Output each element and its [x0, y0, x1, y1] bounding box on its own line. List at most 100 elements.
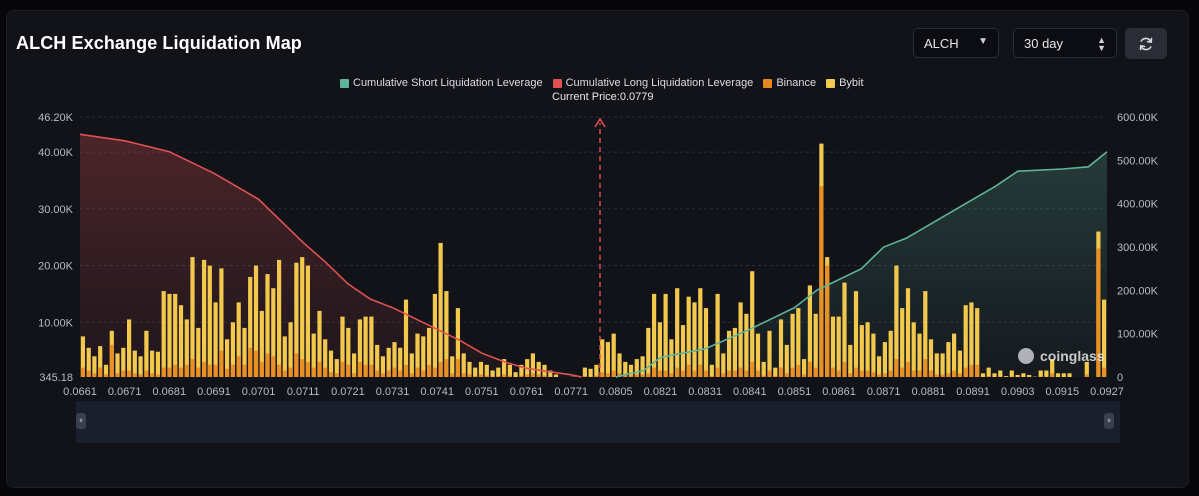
bybit-bar [669, 339, 674, 377]
x-tick-label: 0.0771 [554, 386, 588, 398]
bybit-bar [455, 308, 460, 377]
bybit-bar [877, 356, 882, 377]
legend-label: Cumulative Long Liquidation Leverage [565, 77, 754, 89]
binance-bar [248, 347, 253, 377]
bybit-bar [905, 288, 911, 377]
binance-bar [986, 376, 991, 377]
coinglass-watermark: coinglass [1018, 348, 1105, 364]
bybit-bar [657, 322, 662, 377]
x-tick-label: 0.0761 [510, 386, 544, 398]
x-tick-label: 0.0701 [242, 386, 276, 398]
bybit-bar [225, 339, 230, 377]
binance-bar [225, 368, 230, 377]
bybit-bar [796, 308, 801, 377]
binance-bar [634, 374, 639, 377]
binance-bar [680, 370, 686, 377]
bybit-bar [1044, 370, 1049, 377]
binance-bar [196, 367, 201, 377]
bybit-bar [432, 293, 437, 377]
binance-bar [473, 376, 478, 377]
bybit-bar [790, 313, 795, 377]
y-left-tick-label: 40.00K [38, 147, 74, 159]
bybit-bar [998, 370, 1003, 377]
binance-bar [905, 361, 911, 377]
x-tick-label: 0.0721 [331, 386, 365, 398]
bybit-bar [288, 322, 293, 377]
y-right-tick-label: 500.00K [1117, 155, 1159, 167]
bybit-bar [917, 333, 922, 377]
bybit-bar [975, 308, 980, 377]
binance-bar [294, 353, 299, 377]
x-tick-label: 0.0711 [287, 386, 320, 398]
legend-item-binance[interactable]: Binance [763, 77, 816, 89]
binance-bar [825, 265, 830, 377]
bybit-bar [553, 374, 559, 377]
binance-bar [675, 367, 680, 377]
x-tick-label: 0.0861 [822, 386, 856, 398]
chart-legend: Cumulative Short Liquidation Leverage Cu… [340, 77, 864, 89]
bybit-bar [1015, 375, 1020, 377]
bybit-bar [178, 305, 184, 377]
binance-bar [1096, 248, 1101, 377]
legend-item-bybit[interactable]: Bybit [826, 77, 864, 89]
y-right-tick-label: 300.00K [1117, 242, 1159, 254]
legend-item-short[interactable]: Cumulative Short Liquidation Leverage [340, 77, 543, 89]
x-tick-label: 0.0751 [465, 386, 499, 398]
bybit-bar [755, 333, 761, 377]
binance-bar [865, 370, 870, 377]
legend-item-long[interactable]: Cumulative Long Liquidation Leverage [552, 77, 754, 89]
bybit-bar [369, 316, 374, 377]
binance-bar [398, 370, 403, 377]
bybit-bar [294, 262, 299, 377]
bybit-bar [334, 359, 339, 377]
bybit-bar [300, 257, 305, 377]
binance-bar [202, 361, 207, 377]
legend-swatch [552, 78, 562, 88]
binance-bar [813, 367, 818, 377]
bybit-bar [282, 336, 287, 377]
bybit-bar [703, 308, 709, 377]
bybit-bar [271, 288, 276, 377]
bybit-bar [340, 316, 345, 377]
binance-bar [340, 361, 345, 377]
binance-bar [796, 364, 801, 377]
y-right-tick-label: 0 [1117, 372, 1123, 384]
bybit-bar [127, 319, 132, 377]
binance-bar [790, 367, 795, 377]
x-tick-label: 0.0821 [644, 386, 678, 398]
bybit-bar [155, 351, 160, 377]
range-slider[interactable] [76, 401, 1120, 443]
bybit-bar [582, 367, 587, 377]
bybit-bar [646, 327, 651, 377]
x-tick-label: 0.0871 [867, 386, 901, 398]
x-tick-label: 0.0851 [778, 386, 812, 398]
bybit-bar [386, 347, 391, 377]
bybit-bar [346, 327, 351, 377]
bybit-bar [473, 367, 478, 377]
binance-bar [144, 370, 149, 377]
binance-bar [311, 367, 316, 377]
symbol-select[interactable]: ALCH ▼ [913, 28, 999, 58]
bybit-bar [588, 368, 593, 377]
legend-swatch [826, 78, 836, 88]
bybit-bar [853, 291, 859, 377]
bybit-bar [259, 310, 264, 377]
binance-bar [778, 367, 784, 377]
slider-left-handle[interactable]: ⏸ [76, 413, 86, 429]
x-tick-label: 0.0927 [1090, 386, 1124, 398]
binance-bar [519, 375, 524, 377]
bybit-bar [652, 293, 657, 377]
slider-right-handle[interactable]: ⏸ [1104, 413, 1114, 429]
short-liquidation-line [615, 151, 1108, 378]
y-right-tick-label: 200.00K [1117, 285, 1159, 297]
binance-bar [213, 364, 218, 377]
binance-bar [352, 373, 357, 377]
binance-bar [802, 374, 807, 377]
binance-bar [836, 370, 841, 377]
bybit-bar [450, 356, 455, 377]
refresh-button[interactable] [1125, 28, 1167, 59]
binance-bar [727, 370, 732, 377]
binance-bar [207, 364, 212, 377]
period-select[interactable]: 30 day ▲ ▼ [1013, 28, 1117, 58]
binance-bar [773, 376, 778, 377]
